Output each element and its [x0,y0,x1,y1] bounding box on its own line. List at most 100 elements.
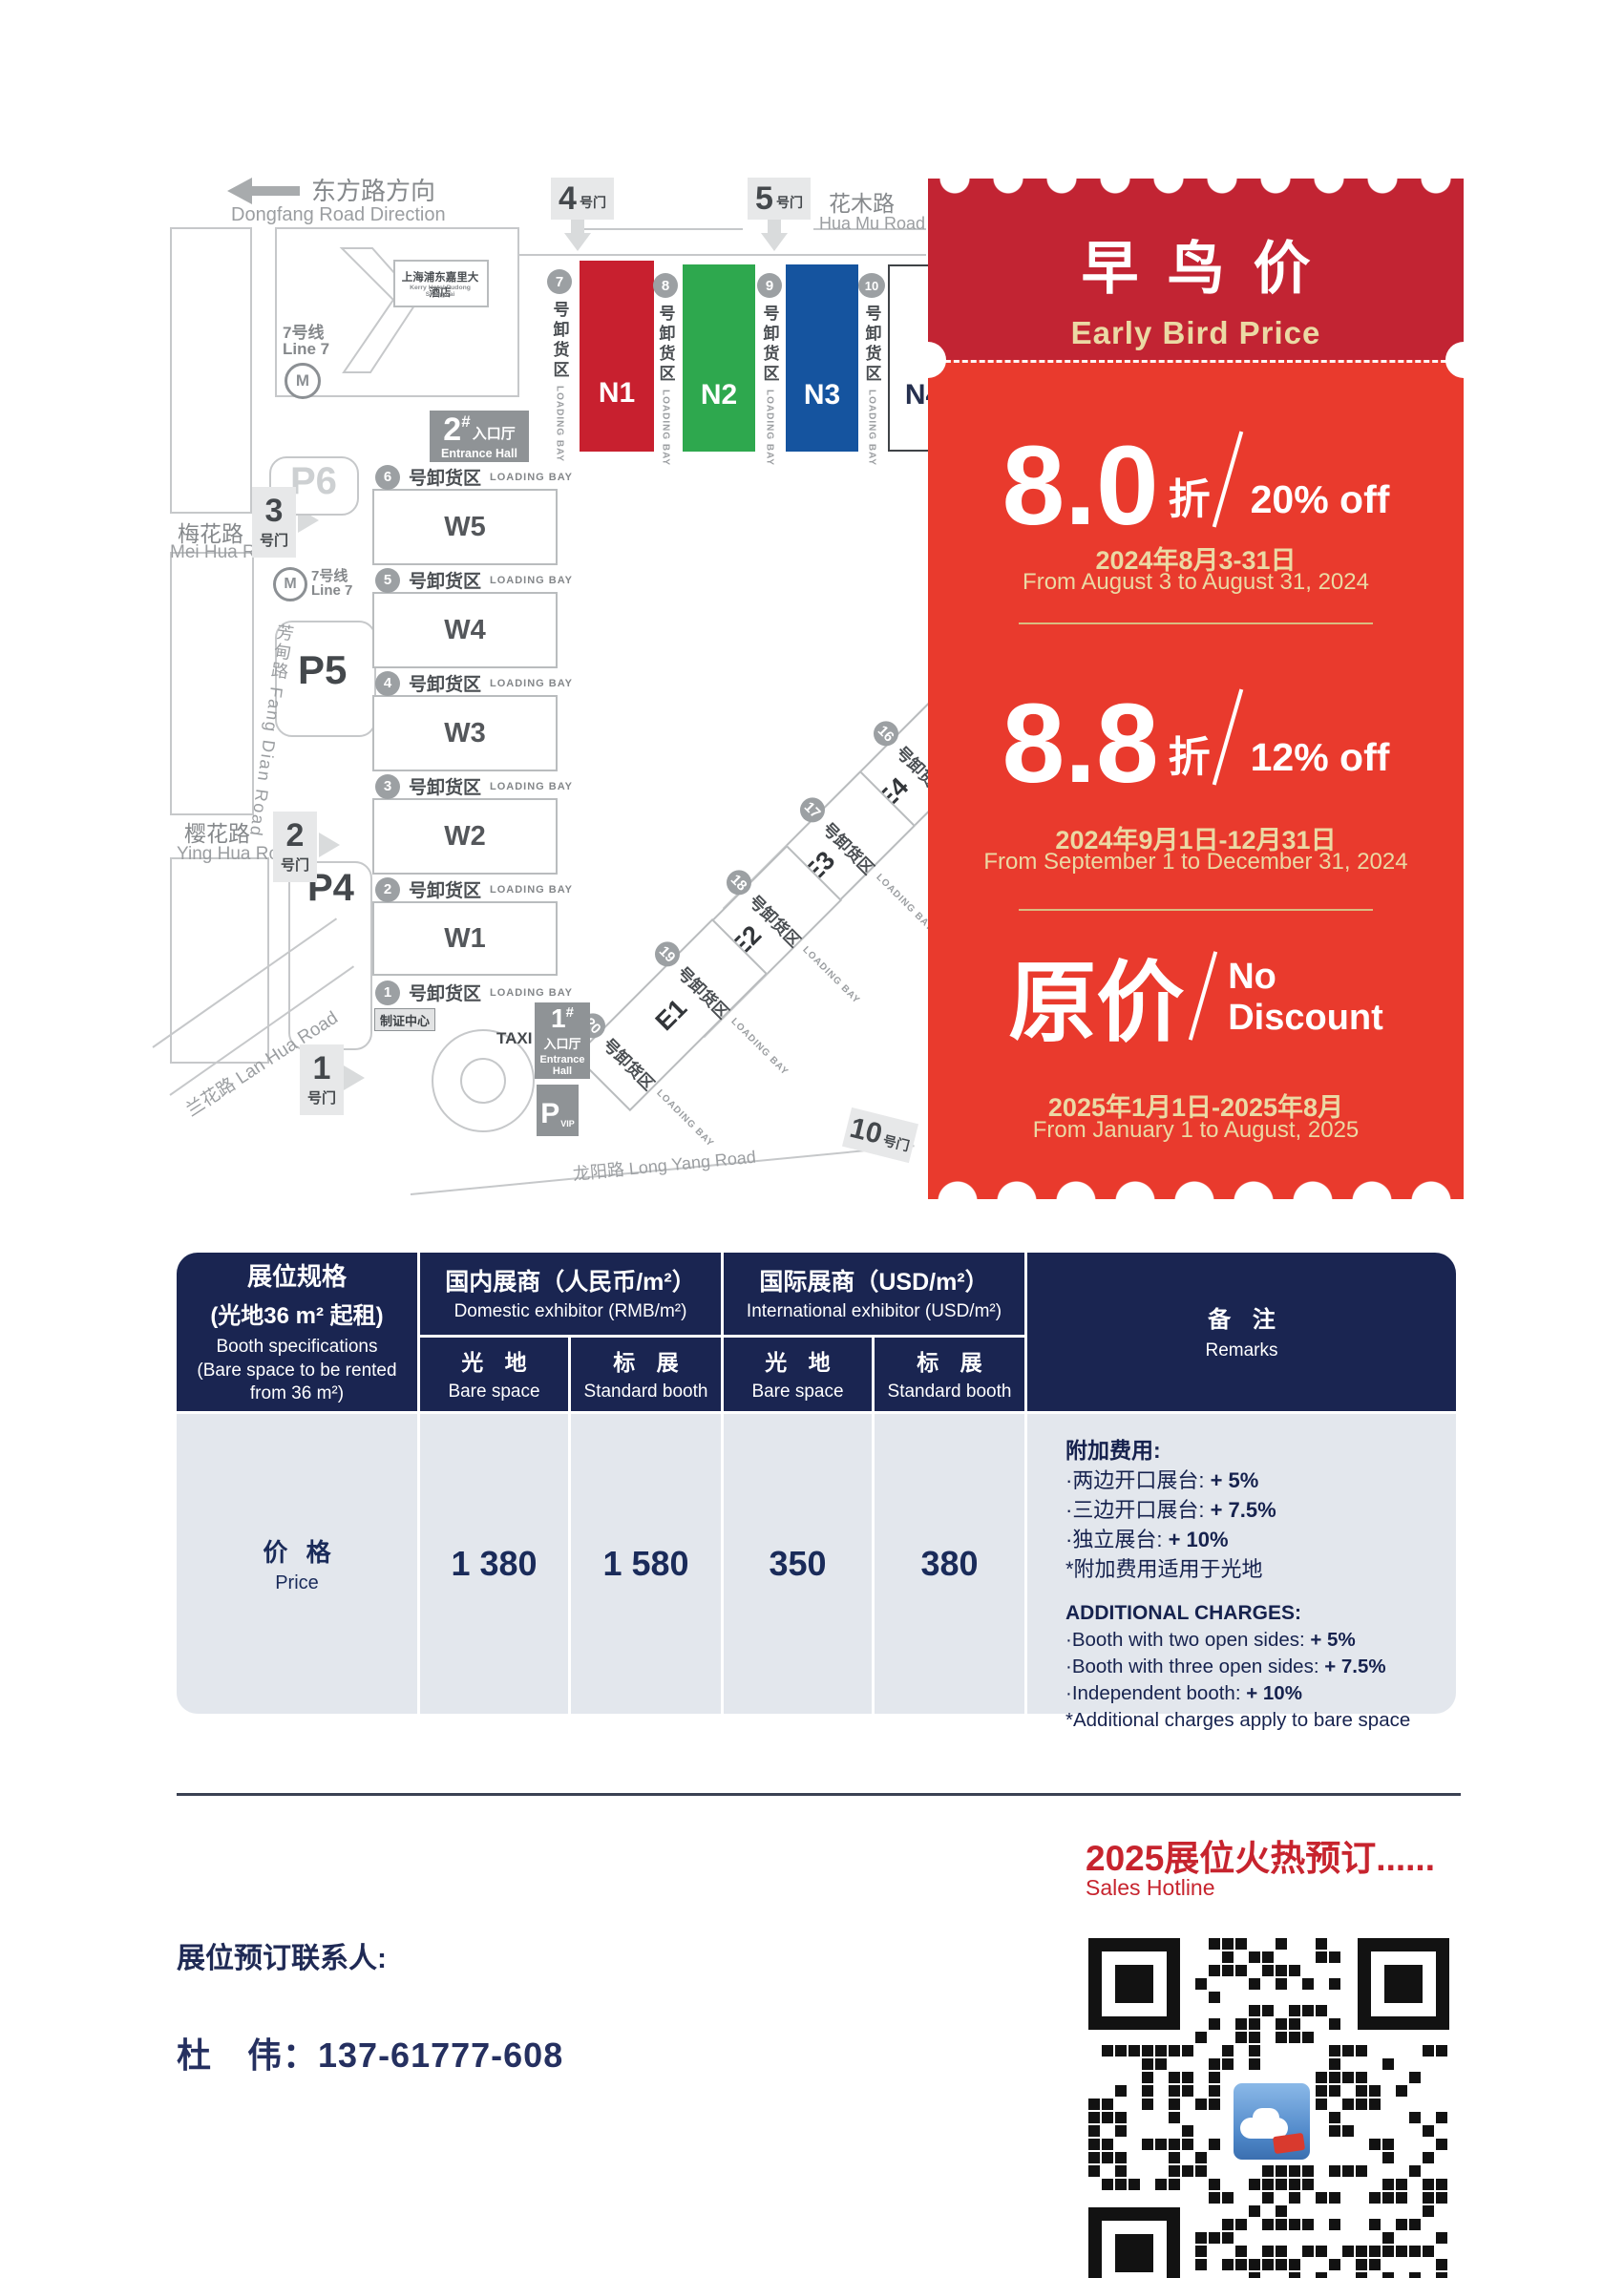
gate-10: 10 号门 [841,1107,919,1164]
tier-2-unit: 折 [1168,734,1211,781]
spec-en1: Booth specifications [216,1336,378,1357]
remarks-en-title: ADDITIONAL CHARGES: [1065,1602,1301,1624]
value-350: 350 [769,1544,827,1583]
vip-parking-vip: VIP [560,1119,575,1128]
taxi-label: TAXI [496,1029,533,1047]
loading-bay-1-zh: 号卸货区 [409,984,482,1004]
std-domestic-zh: 标 展 [613,1350,686,1376]
loading-bay-1-circle: 1 [375,980,400,1005]
price-label-cell: 价 格 Price [177,1414,417,1714]
tier-1-unit: 折 [1168,476,1211,523]
coupon-title-en: Early Bird Price [1070,315,1321,350]
loading-bay-5-circle: 5 [375,567,400,593]
gate-4-arrow-stem [571,220,584,233]
badge-center-label: 制证中心 [379,1013,430,1028]
tier-1-discount: 20% off [1250,477,1390,521]
std-intl-en: Standard booth [887,1382,1012,1403]
remarks-en-item-1: ·Booth with two open sides: + 5% [1065,1629,1356,1651]
price-zh: 价 格 [263,1538,337,1567]
loading-bay-10-circle: 10 [858,273,885,298]
loading-bay-8-en: LOADING BAY [660,390,671,467]
loading-bay-4: 4 号卸货区 LOADING BAY [375,670,573,696]
coupon-title-zh: 早鸟价 [1081,237,1339,301]
tier-2-date-en: From September 1 to December 31, 2024 [983,849,1408,875]
gate-2-number: 2 [285,817,305,854]
loading-bay-6-circle: 6 [375,464,400,490]
price-value-domestic-bare: 1 380 [420,1414,568,1714]
hall-w2: W2 [372,798,558,875]
tier-2-date-zh: 2024年9月1日-12月31日 [1055,826,1337,854]
city-block-1 [170,227,252,514]
loading-bay-3: 3 号卸货区 LOADING BAY [375,773,573,799]
hall-w1: W1 [372,901,558,976]
road-dongfang-en: Dongfang Road Direction [231,204,446,225]
entrance-hall-1: 1 # 入口厅 Entrance Hall [535,1002,590,1079]
early-bird-coupon: 早鸟价 Early Bird Price 8.0 折 20% off 2024年… [910,179,1482,1199]
qr-finder-bl [1088,2207,1180,2278]
bare-intl-en: Bare space [751,1382,844,1403]
gate-5-number: 5 [755,180,773,217]
taxi-roundabout-inner [460,1058,506,1104]
gate-5-suffix: 号门 [775,195,803,210]
contact-phone: 杜 伟：137-61777-608 [177,2035,564,2075]
loading-bay-6-en: LOADING BAY [490,471,574,483]
qr-logo-cloud-2 [1240,2118,1288,2139]
city-block-2 [170,552,254,815]
loading-bay-9: 9 号卸货区 LOADING BAY [753,273,786,466]
gate-10-suffix: 号门 [881,1132,912,1154]
loading-bay-3-en: LOADING BAY [490,780,574,792]
header-std-intl: 标 展 Standard booth [875,1338,1024,1411]
hall-n3: N3 [786,264,858,452]
entrance-1-hash: # [565,1003,574,1021]
loading-bay-19-circle: 19 [649,937,685,972]
coupon-notch-right [1445,342,1482,378]
gate-4-suffix: 号门 [579,195,606,210]
gate-5-arrow-icon [761,233,788,251]
hotel-label-box [393,260,489,307]
loading-bay-2-zh: 号卸货区 [409,881,482,901]
price-value-intl-std: 380 [875,1414,1024,1714]
road-line-top-c [370,254,926,256]
tier-3-no: No [1228,956,1276,997]
domestic-zh: 国内展商（人民币/m²） [445,1269,696,1297]
spec-zh1: 展位规格 [246,1261,347,1291]
price-value-domestic-std: 1 580 [571,1414,721,1714]
tier-3-date-en: From January 1 to August, 2025 [1032,1117,1360,1143]
road-yinghua-zh: 樱花路 [184,821,250,846]
header-intl-group: 国际展商（USD/m²） International exhibitor (US… [724,1253,1024,1335]
tier-divider-2 [1019,909,1373,911]
remarks-zh-title: 附加费用: [1065,1438,1161,1463]
contact-label: 展位预订联系人: [177,1943,387,1974]
hall-w3: W3 [372,695,558,771]
header-spec-cell: 展位规格 (光地36 m² 起租) Booth specifications (… [177,1253,417,1411]
hotel-name-zh: 上海浦东嘉里大酒店 [401,272,479,299]
loading-bay-4-zh: 号卸货区 [409,675,482,695]
taxi-roundabout-outer [432,1029,535,1132]
gate-1: 1 号门 [300,1044,344,1115]
loading-bay-8-zh: 号卸货区 [656,305,675,385]
gate-4-arrow-icon [564,233,591,251]
loading-bay-3-circle: 3 [375,773,400,799]
price-en: Price [275,1572,319,1593]
footer-divider [177,1793,1461,1796]
remarks-zh-note: *附加费用适用于光地 [1065,1557,1263,1581]
loading-bay-9-en: LOADING BAY [764,390,775,467]
loading-bay-9-circle: 9 [757,273,782,298]
metro-logo-icon: M [285,363,321,399]
loading-bay-20-en: LOADING BAY [654,1087,717,1150]
price-value-intl-bare: 350 [724,1414,872,1714]
metro-line7-b-en: Line 7 [311,582,353,599]
tier-divider-1 [1019,622,1373,624]
tier-2-price: 8.8 折 12% off [928,687,1464,800]
loading-bay-9-zh: 号卸货区 [760,305,779,385]
remarks-en-item-3: ·Independent booth: + 10% [1065,1682,1302,1704]
loading-bay-3-zh: 号卸货区 [409,778,482,798]
loading-bay-5-en: LOADING BAY [490,574,574,586]
remarks-body-cell: 附加费用: ·两边开口展台: + 5% ·三边开口展台: + 7.5% ·独立展… [1027,1414,1456,1731]
hall-n2: N2 [683,264,755,452]
intl-zh: 国际展商（USD/m²） [759,1269,989,1297]
loading-bay-2-circle: 2 [375,876,400,902]
hall-w5: W5 [372,489,558,565]
header-bare-intl: 光 地 Bare space [724,1338,872,1411]
